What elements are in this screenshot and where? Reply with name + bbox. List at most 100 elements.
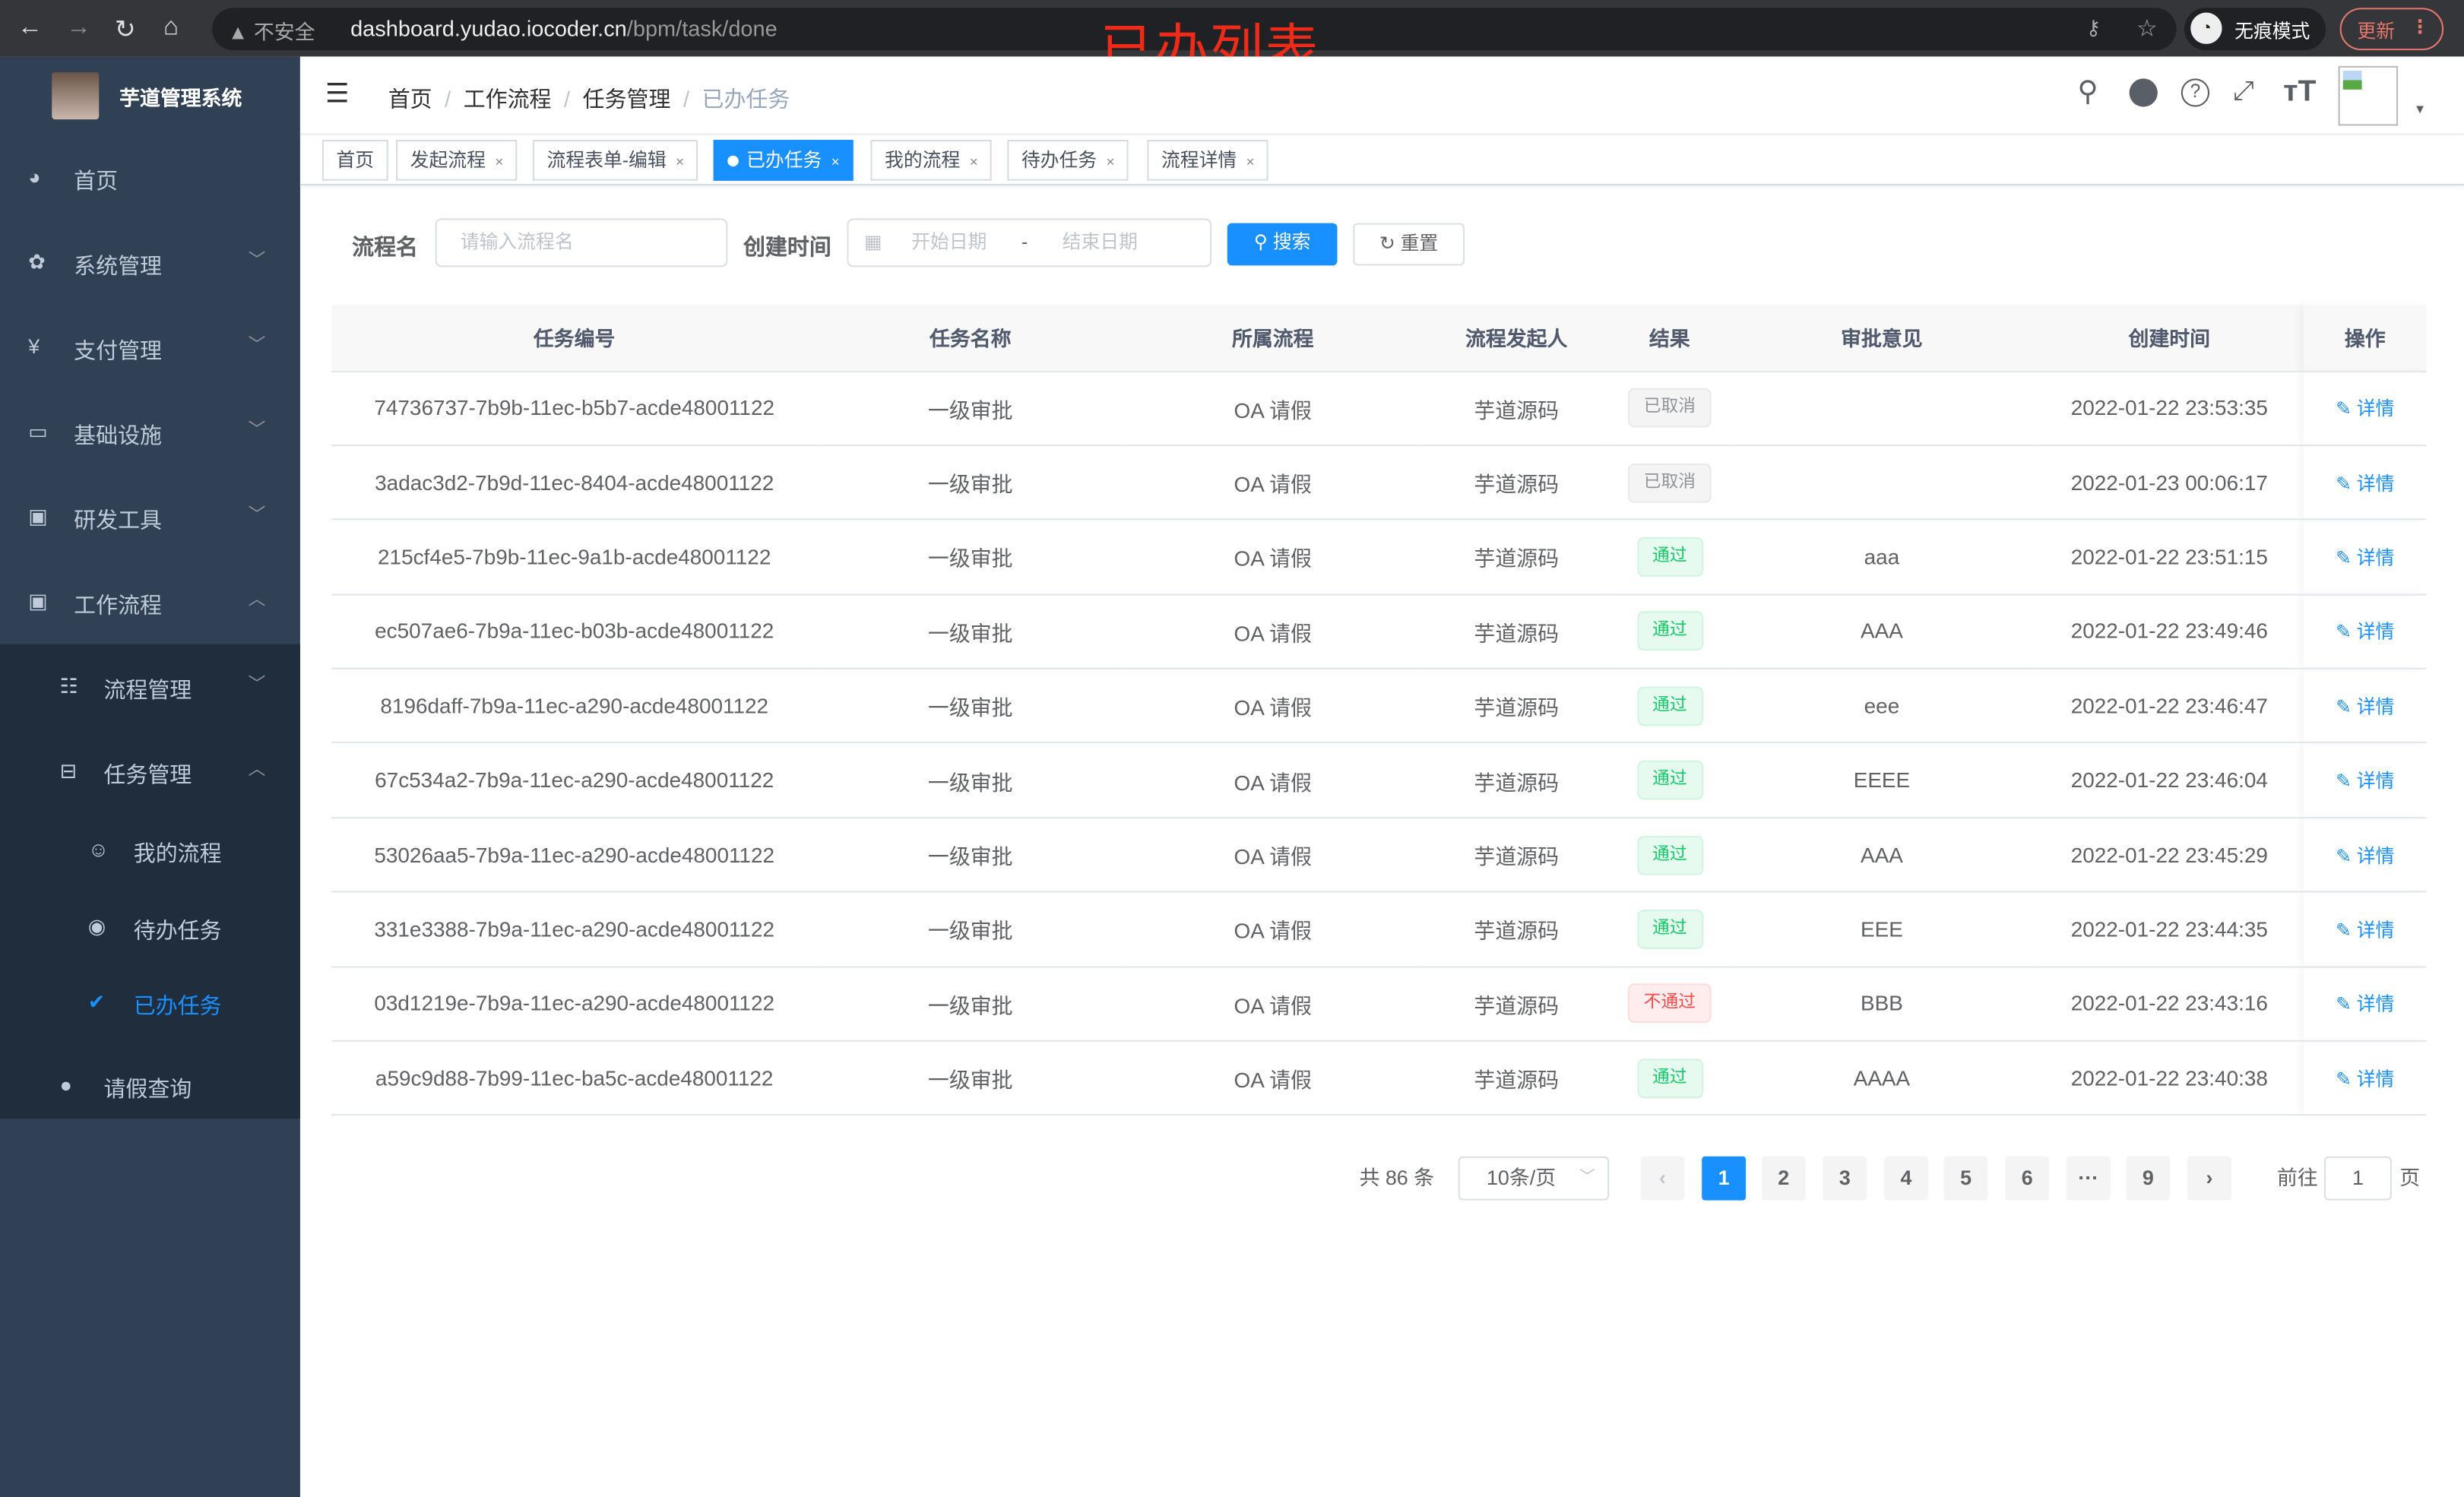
close-icon[interactable]: × bbox=[676, 153, 684, 170]
close-icon[interactable]: × bbox=[495, 153, 504, 170]
font-size-icon[interactable]: ᴛT bbox=[2283, 75, 2317, 109]
tag-6[interactable]: 流程详情 × bbox=[1147, 140, 1269, 181]
page-button[interactable]: 6 bbox=[2005, 1156, 2050, 1201]
detail-label: 详情 bbox=[2356, 397, 2395, 420]
back-icon[interactable]: ← bbox=[17, 14, 43, 41]
process-name-input[interactable]: 请输入流程名 bbox=[435, 218, 728, 267]
cell-starter: 芋道源码 bbox=[1422, 1040, 1611, 1116]
close-icon[interactable]: × bbox=[1106, 153, 1115, 170]
github-icon[interactable] bbox=[2129, 78, 2158, 107]
cell-result: 通过 bbox=[1610, 817, 1729, 893]
sidebar-item-4[interactable]: ▣ 研发工具 ﹀ bbox=[0, 474, 300, 559]
sidebar-subitem-1[interactable]: ⊟ 任务管理 ︿ bbox=[0, 729, 300, 814]
page-button[interactable]: 1 bbox=[1702, 1156, 1747, 1201]
date-range-picker[interactable]: ▦ 开始日期 - 结束日期 bbox=[847, 218, 1212, 267]
cell-time: 2022-01-22 23:46:04 bbox=[2035, 742, 2304, 818]
key-icon[interactable]: ⚷ bbox=[2086, 15, 2101, 40]
home-icon[interactable]: ⌂ bbox=[163, 14, 179, 41]
detail-button[interactable]: ✎ 详情 bbox=[2336, 993, 2394, 1015]
detail-button[interactable]: ✎ 详情 bbox=[2336, 770, 2394, 792]
page-button[interactable]: 9 bbox=[2126, 1156, 2171, 1201]
more-icon[interactable]: ⋮ bbox=[2410, 15, 2430, 38]
page-button[interactable]: 5 bbox=[1943, 1156, 1988, 1201]
browser-toolbar: ← → ↻ ⌂ ▲ 不安全 dashboard.yudao.iocoder.cn… bbox=[0, 0, 2464, 57]
search-icon[interactable]: ⚲ bbox=[2077, 75, 2098, 107]
cell-time: 2022-01-22 23:46:47 bbox=[2035, 668, 2304, 744]
sidebar-item-2[interactable]: ¥ 支付管理 ﹀ bbox=[0, 305, 300, 390]
result-tag: 已取消 bbox=[1628, 388, 1712, 428]
sidebar-item-1[interactable]: ✿ 系统管理 ﹀ bbox=[0, 220, 300, 305]
page-size-select[interactable]: 10条/页 ﹀ bbox=[1458, 1156, 1610, 1201]
breadcrumb: 首页 / 工作流程 / 任务管理 / 已办任务 bbox=[388, 86, 790, 112]
app-title: 芋道管理系统 bbox=[119, 86, 242, 110]
cell-starter: 芋道源码 bbox=[1422, 966, 1611, 1042]
prev-page-button[interactable]: ‹ bbox=[1640, 1156, 1685, 1201]
result-tag: 通过 bbox=[1636, 1058, 1703, 1098]
tag-2[interactable]: 流程表单-编辑 × bbox=[532, 140, 698, 181]
process-name-placeholder: 请输入流程名 bbox=[460, 230, 574, 253]
detail-label: 详情 bbox=[2356, 546, 2395, 569]
close-icon[interactable]: × bbox=[969, 153, 978, 170]
reset-button[interactable]: ↻ 重置 bbox=[1353, 223, 1465, 266]
sidebar-subitem-0[interactable]: ☷ 流程管理 ﹀ bbox=[0, 644, 300, 730]
star-icon[interactable]: ☆ bbox=[2136, 15, 2158, 43]
close-icon[interactable]: × bbox=[1246, 153, 1255, 170]
cell-id: 03d1219e-7b9a-11ec-a290-acde48001122 bbox=[331, 966, 818, 1042]
tag-1[interactable]: 发起流程 × bbox=[396, 140, 518, 181]
update-button[interactable]: 更新 ⋮ bbox=[2339, 8, 2444, 51]
cell-id: 215cf4e5-7b9b-11ec-9a1b-acde48001122 bbox=[331, 519, 818, 595]
tag-5[interactable]: 待办任务 × bbox=[1007, 140, 1129, 181]
avatar[interactable] bbox=[2338, 65, 2399, 126]
hamburger-icon[interactable]: ☰ bbox=[325, 78, 350, 109]
cell-opinion bbox=[1728, 445, 2035, 521]
breadcrumb-workflow[interactable]: 工作流程 bbox=[463, 86, 552, 112]
detail-button[interactable]: ✎ 详情 bbox=[2336, 472, 2394, 494]
detail-button[interactable]: ✎ 详情 bbox=[2336, 397, 2394, 419]
detail-button[interactable]: ✎ 详情 bbox=[2336, 1068, 2394, 1090]
close-icon[interactable]: × bbox=[831, 153, 840, 170]
address-bar[interactable]: ▲ 不安全 dashboard.yudao.iocoder.cn/bpm/tas… bbox=[212, 8, 2177, 51]
tag-3[interactable]: 已办任务 × bbox=[713, 140, 854, 181]
forward-icon[interactable]: → bbox=[65, 14, 91, 41]
fullscreen-icon[interactable]: ⤢ bbox=[2233, 75, 2255, 106]
page-suffix: 页 bbox=[2399, 1166, 2421, 1190]
help-icon[interactable]: ? bbox=[2181, 78, 2210, 107]
detail-button[interactable]: ✎ 详情 bbox=[2336, 546, 2394, 568]
cell-flow: OA 请假 bbox=[1123, 1040, 1423, 1116]
breadcrumb-task-mgmt[interactable]: 任务管理 bbox=[582, 86, 671, 112]
detail-button[interactable]: ✎ 详情 bbox=[2336, 919, 2394, 941]
reload-icon[interactable]: ↻ bbox=[114, 17, 136, 44]
sidebar-item-3[interactable]: ▭ 基础设施 ﹀ bbox=[0, 390, 300, 475]
chevron-down-icon: ﹀ bbox=[248, 251, 266, 271]
sidebar-subitem-5[interactable]: ● 请假查询 bbox=[0, 1043, 300, 1128]
tag-4[interactable]: 我的流程 × bbox=[870, 140, 993, 181]
search-button[interactable]: ⚲ 搜索 bbox=[1227, 223, 1338, 266]
start-date-input[interactable]: 开始日期 bbox=[911, 230, 987, 253]
goto-page-input[interactable]: 1 bbox=[2323, 1156, 2392, 1201]
sidebar-subitem-2[interactable]: ☺ 我的流程 bbox=[0, 814, 300, 889]
tag-label: 已办任务 bbox=[746, 149, 822, 172]
page-button[interactable]: 2 bbox=[1761, 1156, 1806, 1201]
sidebar-subitem-3[interactable]: ◉ 待办任务 bbox=[0, 891, 300, 966]
detail-button[interactable]: ✎ 详情 bbox=[2336, 844, 2394, 866]
caret-down-icon[interactable]: ▼ bbox=[2413, 102, 2427, 117]
page-button[interactable]: 3 bbox=[1823, 1156, 1867, 1201]
end-date-input[interactable]: 结束日期 bbox=[1062, 230, 1138, 253]
more-pages-button[interactable]: ··· bbox=[2066, 1156, 2111, 1201]
breadcrumb-home[interactable]: 首页 bbox=[388, 86, 432, 112]
detail-button[interactable]: ✎ 详情 bbox=[2336, 695, 2394, 717]
incognito-badge[interactable]: ◔ 无痕模式 bbox=[2184, 8, 2326, 51]
sidebar-subitem-label: 我的流程 bbox=[133, 840, 222, 866]
edit-icon: ✎ bbox=[2336, 397, 2357, 420]
sidebar-item-0[interactable]: ◕ 首页 bbox=[0, 135, 300, 220]
sidebar-subitem-4[interactable]: ✔ 已办任务 bbox=[0, 967, 300, 1042]
detail-button[interactable]: ✎ 详情 bbox=[2336, 621, 2394, 643]
tag-0[interactable]: 首页 bbox=[321, 140, 388, 181]
sidebar-subitem-label: 已办任务 bbox=[133, 992, 222, 1018]
page-button[interactable]: 4 bbox=[1884, 1156, 1928, 1201]
next-page-button[interactable]: › bbox=[2187, 1156, 2231, 1201]
total-count: 共 86 条 bbox=[1359, 1166, 1435, 1190]
cell-opinion: EEEE bbox=[1728, 742, 2035, 818]
sidebar-item-5[interactable]: ▣ 工作流程 ︿ bbox=[0, 559, 300, 644]
tag-label: 首页 bbox=[336, 149, 375, 172]
